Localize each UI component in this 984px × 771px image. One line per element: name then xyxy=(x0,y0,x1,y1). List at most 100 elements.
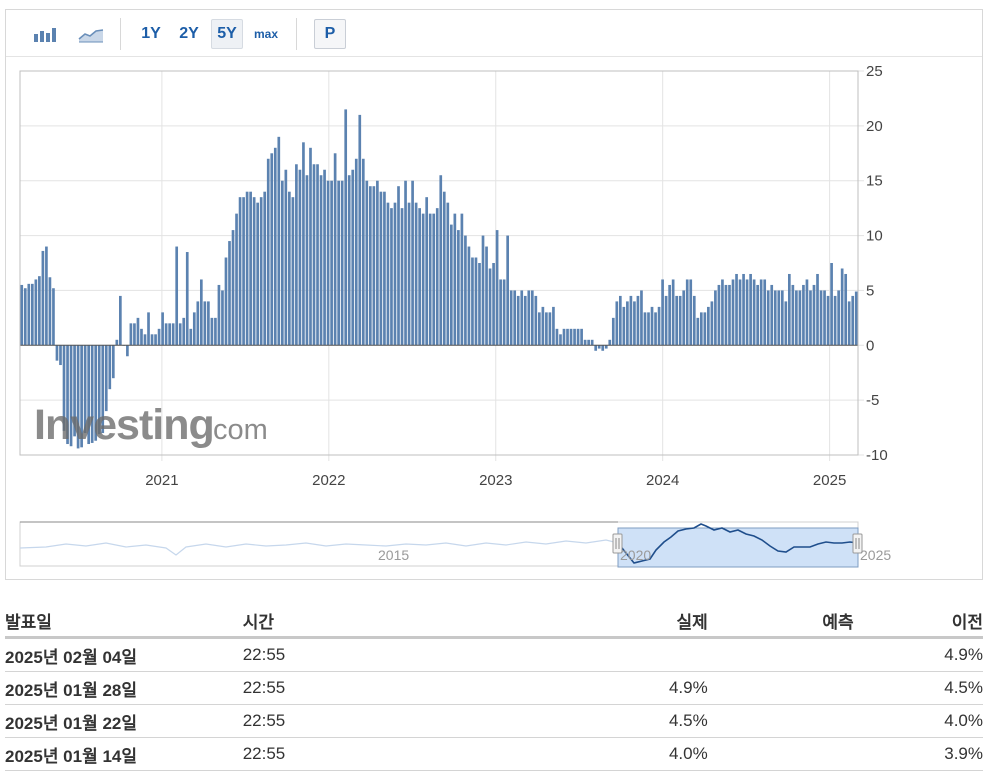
header-actual[interactable]: 실제 xyxy=(513,604,708,639)
chart-bar xyxy=(66,345,69,445)
x-tick-label: 2025 xyxy=(813,472,846,489)
print-button[interactable]: P xyxy=(314,19,346,49)
chart-bar xyxy=(48,277,52,346)
table-row: 2025년 01월 14일 22:55 4.0% 3.9% xyxy=(5,737,983,771)
chart-bar xyxy=(421,213,425,346)
chart-bar xyxy=(545,312,548,346)
navigator-left-handle[interactable] xyxy=(612,533,623,554)
chart-bar xyxy=(397,186,400,346)
chart-bar xyxy=(826,295,830,346)
chart-bar xyxy=(214,317,217,346)
chart-bar xyxy=(650,306,654,346)
chart-bar xyxy=(604,345,608,349)
row-previous: 4.0% xyxy=(853,704,983,738)
chart-bar xyxy=(576,328,580,346)
chart-bar xyxy=(245,191,249,346)
chart-bar xyxy=(235,213,238,346)
navigator-selection[interactable] xyxy=(617,527,859,568)
range-navigator[interactable]: 2015 2020 2025 xyxy=(6,10,982,581)
row-time: 22:55 xyxy=(242,671,514,705)
chart-bar xyxy=(721,279,724,346)
chart-bar xyxy=(69,345,73,447)
navigator-label-2015: 2015 xyxy=(378,547,409,563)
chart-bar xyxy=(309,147,312,346)
chart-bar xyxy=(87,345,90,445)
chart-bar xyxy=(731,279,735,346)
chart-bar xyxy=(488,268,492,346)
chart-bar xyxy=(559,334,562,346)
y-tick-label: -10 xyxy=(866,447,888,464)
header-release-date[interactable]: 발표일 xyxy=(5,604,243,639)
chart-bar xyxy=(640,290,643,346)
chart-bar xyxy=(393,202,397,346)
chart-bar xyxy=(460,213,464,346)
table-row: 2025년 01월 28일 22:55 4.9% 4.5% xyxy=(5,671,983,705)
chart-bar xyxy=(319,175,323,346)
chart-bar xyxy=(481,235,485,346)
row-date: 2025년 01월 22일 xyxy=(5,704,243,738)
toolbar-divider xyxy=(120,18,121,50)
chart-bar xyxy=(358,114,362,346)
chart-bar xyxy=(210,317,214,346)
chart-bar xyxy=(590,339,594,346)
chart-bar xyxy=(703,312,707,346)
chart-bar xyxy=(654,312,657,346)
chart-bar xyxy=(538,312,541,346)
chart-bar xyxy=(354,158,358,346)
range-5y-button[interactable]: 5Y xyxy=(211,19,243,49)
chart-bar xyxy=(530,290,534,346)
navigator-selected-line xyxy=(617,523,859,564)
chart-bar xyxy=(608,339,612,346)
range-max-button[interactable]: max xyxy=(253,27,279,41)
range-2y-button[interactable]: 2Y xyxy=(179,25,199,42)
row-time: 22:55 xyxy=(242,637,514,672)
chart-bar xyxy=(661,279,664,346)
line-chart-button[interactable] xyxy=(73,19,109,49)
chart-bar xyxy=(819,290,823,346)
chart-bar xyxy=(798,290,802,346)
chart-bar xyxy=(270,153,274,346)
watermark-brand: Investing xyxy=(34,401,214,449)
navigator-right-handle[interactable] xyxy=(852,533,863,554)
chart-bar xyxy=(580,328,583,346)
chart-bar xyxy=(467,246,471,346)
chart-bar xyxy=(231,230,235,346)
chart-toolbar: 1Y 2Y 5Y max P xyxy=(6,10,982,57)
chart-bar xyxy=(59,345,62,366)
chart-bar xyxy=(464,235,467,346)
chart-bar xyxy=(587,339,590,346)
chart-bar xyxy=(682,290,686,346)
bar-chart-button[interactable] xyxy=(27,19,63,49)
chart-bar xyxy=(372,186,376,346)
chart-bar xyxy=(38,276,41,346)
header-time[interactable]: 시간 xyxy=(242,604,514,639)
chart-bar xyxy=(629,295,633,346)
chart-bar xyxy=(273,147,277,346)
navigator-label-2020: 2020 xyxy=(620,547,651,563)
header-previous[interactable]: 이전 xyxy=(853,604,983,639)
header-forecast[interactable]: 예측 xyxy=(707,604,854,639)
range-1y-button[interactable]: 1Y xyxy=(141,25,161,42)
chart-bar xyxy=(749,273,752,346)
chart-bar xyxy=(196,301,200,346)
chart-bar xyxy=(788,273,791,346)
chart-bar xyxy=(94,345,98,441)
chart-bar xyxy=(280,180,284,346)
chart-bar xyxy=(108,345,112,390)
chart-bar xyxy=(474,257,478,346)
x-tick-label: 2022 xyxy=(312,472,345,489)
chart-bar xyxy=(643,312,647,346)
chart-bar xyxy=(305,175,309,346)
chart-bar xyxy=(189,328,193,346)
chart-bar xyxy=(164,323,168,346)
chart-bar xyxy=(724,284,728,346)
chart-bar xyxy=(763,279,767,346)
chart-bar xyxy=(851,295,855,346)
chart-bar xyxy=(513,290,517,346)
toolbar-divider xyxy=(296,18,297,50)
chart-bar xyxy=(333,153,337,346)
chart-bar xyxy=(597,345,601,349)
chart-bar xyxy=(710,301,714,346)
chart-bar xyxy=(552,306,555,346)
chart-bar xyxy=(157,328,161,346)
